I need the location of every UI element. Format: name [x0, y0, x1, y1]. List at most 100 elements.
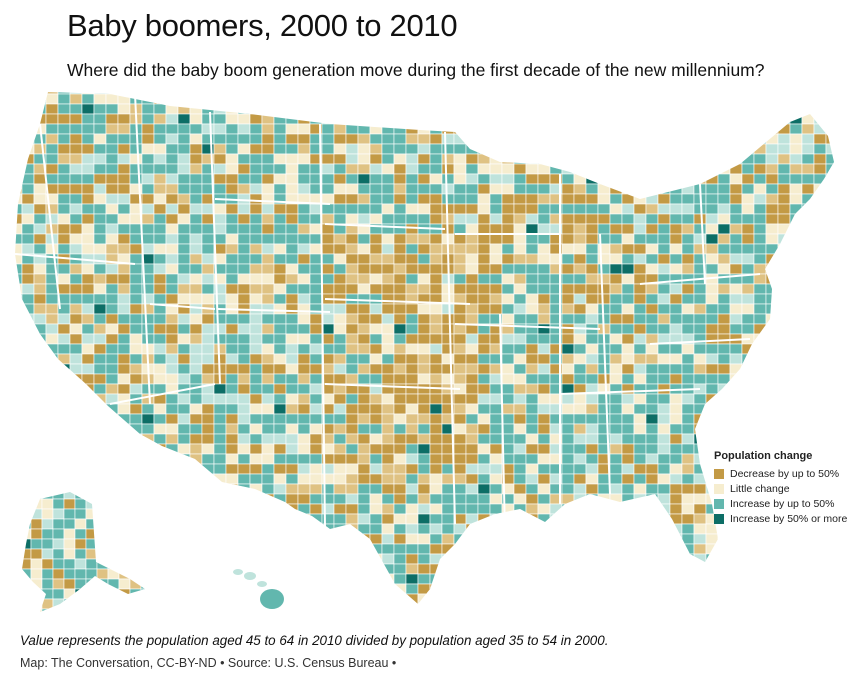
county-cell: [537, 323, 551, 335]
county-cell: [717, 243, 731, 255]
county-cell: [285, 343, 299, 355]
county-cell: [96, 498, 109, 510]
county-cell: [765, 543, 779, 555]
county-cell: [561, 593, 575, 604]
county-cell: [273, 243, 287, 255]
county-cell: [107, 498, 120, 510]
county-cell: [561, 363, 575, 375]
county-cell: [105, 593, 119, 604]
county-cell: [657, 493, 671, 505]
county-cell: [129, 223, 143, 235]
county-cell: [393, 333, 407, 345]
county-cell: [69, 113, 83, 125]
county-cell: [189, 393, 203, 405]
county-cell: [429, 313, 443, 325]
county-cell: [825, 313, 834, 325]
county-cell: [189, 483, 203, 495]
county-cell: [549, 593, 563, 604]
county-cell: [237, 253, 251, 265]
county-cell: [345, 303, 359, 315]
county-cell: [825, 273, 834, 285]
county-cell: [681, 423, 695, 435]
county-cell: [621, 533, 635, 545]
county-cell: [393, 463, 407, 475]
county-cell: [693, 413, 707, 425]
county-cell: [345, 143, 359, 155]
county-cell: [465, 543, 479, 555]
county-cell: [33, 263, 47, 275]
county-cell: [417, 173, 431, 185]
county-cell: [33, 103, 47, 115]
county-cell: [333, 323, 347, 335]
county-cell: [669, 373, 683, 385]
county-cell: [753, 373, 767, 385]
county-cell: [261, 533, 275, 545]
county-cell: [165, 253, 179, 265]
county-cell: [69, 483, 83, 495]
county-cell: [429, 263, 443, 275]
county-cell: [357, 323, 371, 335]
county-cell: [645, 193, 659, 205]
county-cell: [657, 533, 671, 545]
county-cell: [345, 153, 359, 165]
county-cell: [405, 433, 419, 445]
county-cell: [74, 498, 87, 510]
county-cell: [15, 92, 23, 95]
county-cell: [609, 393, 623, 405]
county-cell: [489, 113, 503, 125]
county-cell: [657, 563, 671, 575]
county-cell: [249, 243, 263, 255]
county-cell: [417, 483, 431, 495]
county-cell: [441, 163, 455, 175]
legend-item-increase-strong: Increase by 50% or more: [714, 511, 847, 526]
county-cell: [741, 173, 755, 185]
county-cell: [117, 503, 131, 515]
county-cell: [118, 598, 131, 610]
county-cell: [813, 273, 827, 285]
county-cell: [33, 333, 47, 345]
county-cell: [333, 113, 347, 125]
county-cell: [633, 403, 647, 415]
county-cell: [789, 163, 803, 175]
county-cell: [285, 92, 299, 95]
county-cell: [333, 183, 347, 195]
county-cell: [333, 303, 347, 315]
county-cell: [129, 528, 142, 540]
county-cell: [261, 493, 275, 505]
county-cell: [15, 233, 23, 245]
county-cell: [801, 113, 815, 125]
county-cell: [777, 583, 791, 595]
county-cell: [525, 573, 539, 585]
county-cell: [465, 423, 479, 435]
county-cell: [93, 463, 107, 475]
county-cell: [609, 543, 623, 555]
county-cell: [501, 523, 515, 535]
county-cell: [525, 113, 539, 125]
county-cell: [345, 193, 359, 205]
county-cell: [177, 313, 191, 325]
county-cell: [381, 483, 395, 495]
county-cell: [213, 493, 227, 505]
county-cell: [177, 573, 191, 585]
county-cell: [345, 463, 359, 475]
county-cell: [669, 213, 683, 225]
county-cell: [801, 433, 815, 445]
county-cell: [609, 203, 623, 215]
county-cell: [369, 193, 383, 205]
county-cell: [273, 143, 287, 155]
county-cell: [453, 403, 467, 415]
county-cell: [81, 313, 95, 325]
county-cell: [597, 263, 611, 275]
county-cell: [717, 233, 731, 245]
county-cell: [789, 293, 803, 305]
county-cell: [825, 233, 834, 245]
county-cell: [141, 203, 155, 215]
county-cell: [165, 583, 179, 595]
county-cell: [513, 103, 527, 115]
county-cell: [609, 283, 623, 295]
county-cell: [141, 593, 155, 604]
county-cell: [118, 528, 131, 540]
county-cell: [141, 513, 155, 525]
county-cell: [573, 193, 587, 205]
county-cell: [33, 133, 47, 145]
